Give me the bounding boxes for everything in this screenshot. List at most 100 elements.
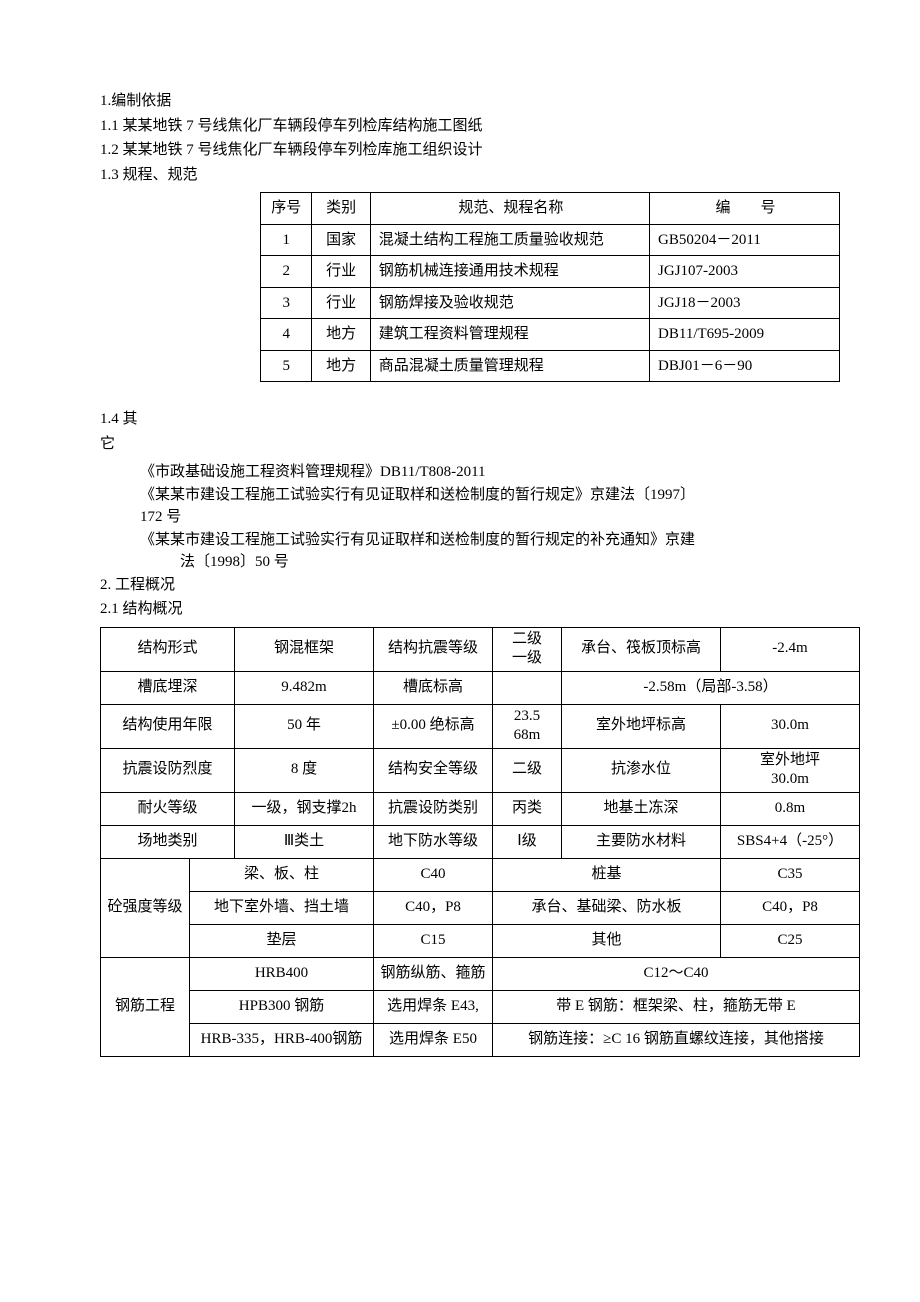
table-row: 耐火等级 一级，钢支撑2h 抗震设防类别 丙类 地基土冻深 0.8m (101, 792, 860, 825)
table-row: 垫层 C15 其他 C25 (101, 924, 860, 957)
row-1-4-and-table: 1.4 其 它 序号 类别 规范、规程名称 编 号 1 国家 混凝土结构工程施工… (100, 188, 840, 457)
cell: 抗震设防类别 (374, 792, 493, 825)
group-label: 钢筋工程 (101, 957, 190, 1056)
cell: 地基土冻深 (562, 792, 721, 825)
cell-cat: 地方 (312, 319, 370, 351)
cell: 钢混框架 (235, 627, 374, 671)
cell: Ⅰ级 (493, 825, 562, 858)
cell: 选用焊条 E43, (374, 990, 493, 1023)
table-row: 5 地方 商品混凝土质量管理规程 DBJ01－6－90 (261, 350, 840, 382)
table-row: 结构形式 钢混框架 结构抗震等级 二级 一级 承台、筏板顶标高 -2.4m (101, 627, 860, 671)
cell: 二级 一级 (493, 627, 562, 671)
ref-line-cont: 172 号 (100, 506, 840, 529)
cell: 8 度 (235, 748, 374, 792)
cell: 地下室外墙、挡土墙 (190, 891, 374, 924)
cell: ±0.00 绝标高 (374, 704, 493, 748)
cell-code: JGJ18－2003 (650, 287, 840, 319)
cell-name: 钢筋机械连接通用技术规程 (370, 256, 649, 288)
table-row: 钢筋工程 HRB400 钢筋纵筋、箍筋 C12～C40 (101, 957, 860, 990)
cell: 50 年 (235, 704, 374, 748)
cell: 抗渗水位 (562, 748, 721, 792)
cell: C40，P8 (374, 891, 493, 924)
cell: HPB300 钢筋 (190, 990, 374, 1023)
cell: HRB400 (190, 957, 374, 990)
cell: 槽底埋深 (101, 671, 235, 704)
table-row: 4 地方 建筑工程资料管理规程 DB11/T695-2009 (261, 319, 840, 351)
cell-idx: 3 (261, 287, 312, 319)
ref-line: 《某某市建设工程施工试验实行有见证取样和送检制度的暂行规定》京建法〔1997〕 (100, 484, 840, 507)
cell: C35 (721, 858, 860, 891)
heading-2: 2. 工程概况 (100, 574, 840, 597)
cell-cat: 行业 (312, 256, 370, 288)
cell: C12～C40 (493, 957, 860, 990)
cell-name: 钢筋焊接及验收规范 (370, 287, 649, 319)
cell: 丙类 (493, 792, 562, 825)
header-code: 编 号 (650, 193, 840, 225)
overview-table: 结构形式 钢混框架 结构抗震等级 二级 一级 承台、筏板顶标高 -2.4m 槽底… (100, 627, 860, 1057)
cell: 耐火等级 (101, 792, 235, 825)
cell: -2.58m（局部-3.58） (562, 671, 860, 704)
cell: 地下防水等级 (374, 825, 493, 858)
cell: 结构使用年限 (101, 704, 235, 748)
cell: 室外地坪标高 (562, 704, 721, 748)
cell-idx: 2 (261, 256, 312, 288)
table-row: 场地类别 Ⅲ类土 地下防水等级 Ⅰ级 主要防水材料 SBS4+4（-25°） (101, 825, 860, 858)
cell: SBS4+4（-25°） (721, 825, 860, 858)
cell-cat: 行业 (312, 287, 370, 319)
cell: 结构抗震等级 (374, 627, 493, 671)
cell: -2.4m (721, 627, 860, 671)
cell: 带 E 钢筋：框架梁、柱，箍筋无带 E (493, 990, 860, 1023)
cell-name: 混凝土结构工程施工质量验收规范 (370, 224, 649, 256)
references-block: 《市政基础设施工程资料管理规程》DB11/T808-2011 《某某市建设工程施… (100, 461, 840, 574)
document-page: 1.编制依据 1.1 某某地铁 7 号线焦化厂车辆段停车列检库结构施工图纸 1.… (0, 0, 920, 1302)
cell: 30.0m (721, 704, 860, 748)
cell: 承台、筏板顶标高 (562, 627, 721, 671)
cell-code: JGJ107-2003 (650, 256, 840, 288)
ref-line: 《市政基础设施工程资料管理规程》DB11/T808-2011 (100, 461, 840, 484)
header-name: 规范、规程名称 (370, 193, 649, 225)
table-header-row: 序号 类别 规范、规程名称 编 号 (261, 193, 840, 225)
heading-1-1: 1.1 某某地铁 7 号线焦化厂车辆段停车列检库结构施工图纸 (100, 115, 840, 138)
header-cat: 类别 (312, 193, 370, 225)
cell-name: 商品混凝土质量管理规程 (370, 350, 649, 382)
ref-line-cont: 法〔1998〕50 号 (100, 551, 840, 574)
heading-1-2: 1.2 某某地铁 7 号线焦化厂车辆段停车列检库施工组织设计 (100, 139, 840, 162)
cell: 9.482m (235, 671, 374, 704)
cell-idx: 4 (261, 319, 312, 351)
cell-idx: 5 (261, 350, 312, 382)
cell-code: GB50204－2011 (650, 224, 840, 256)
cell: 其他 (493, 924, 721, 957)
table-row: 1 国家 混凝土结构工程施工质量验收规范 GB50204－2011 (261, 224, 840, 256)
cell-code: DBJ01－6－90 (650, 350, 840, 382)
table-row: HPB300 钢筋 选用焊条 E43, 带 E 钢筋：框架梁、柱，箍筋无带 E (101, 990, 860, 1023)
cell: 场地类别 (101, 825, 235, 858)
cell (493, 671, 562, 704)
cell: 钢筋纵筋、箍筋 (374, 957, 493, 990)
group-label: 砼强度等级 (101, 858, 190, 957)
cell: HRB-335，HRB-400钢筋 (190, 1023, 374, 1056)
cell: 钢筋连接：≥C 16 钢筋直螺纹连接，其他搭接 (493, 1023, 860, 1056)
cell: 选用焊条 E50 (374, 1023, 493, 1056)
cell: 主要防水材料 (562, 825, 721, 858)
ref-line: 《某某市建设工程施工试验实行有见证取样和送检制度的暂行规定的补充通知》京建 (100, 529, 840, 552)
cell: 0.8m (721, 792, 860, 825)
cell-code: DB11/T695-2009 (650, 319, 840, 351)
cell: 23.5 68m (493, 704, 562, 748)
table-row: 2 行业 钢筋机械连接通用技术规程 JGJ107-2003 (261, 256, 840, 288)
cell: C25 (721, 924, 860, 957)
cell-idx: 1 (261, 224, 312, 256)
table-row: HRB-335，HRB-400钢筋 选用焊条 E50 钢筋连接：≥C 16 钢筋… (101, 1023, 860, 1056)
cell: 一级，钢支撑2h (235, 792, 374, 825)
heading-1-3: 1.3 规程、规范 (100, 164, 840, 187)
heading-2-1: 2.1 结构概况 (100, 598, 840, 621)
cell: 结构安全等级 (374, 748, 493, 792)
cell: 室外地坪 30.0m (721, 748, 860, 792)
cell: 梁、板、柱 (190, 858, 374, 891)
cell-cat: 地方 (312, 350, 370, 382)
cell: 槽底标高 (374, 671, 493, 704)
cell: 桩基 (493, 858, 721, 891)
cell: C40 (374, 858, 493, 891)
heading-1: 1.编制依据 (100, 90, 840, 113)
table-row: 地下室外墙、挡土墙 C40，P8 承台、基础梁、防水板 C40，P8 (101, 891, 860, 924)
cell: Ⅲ类土 (235, 825, 374, 858)
